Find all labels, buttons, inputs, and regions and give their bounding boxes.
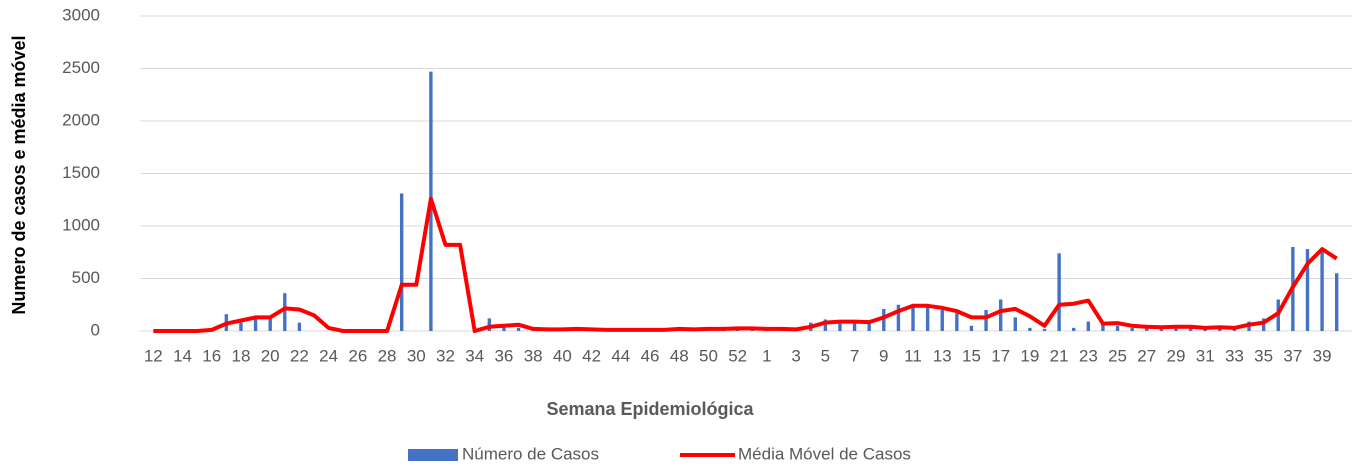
bar [823,319,828,331]
bar [1320,251,1324,331]
bar [516,327,521,331]
x-tick-label: 16 [202,346,221,365]
bar [1086,321,1091,331]
x-tick-label: 27 [1137,346,1156,365]
bar [1159,327,1164,331]
y-tick-label: 0 [91,320,100,339]
x-tick-label: 35 [1254,346,1273,365]
x-tick-label: 48 [670,346,689,365]
x-tick-label: 29 [1167,346,1186,365]
x-tick-label: 5 [821,346,830,365]
bar [1013,317,1017,331]
x-tick-label: 25 [1108,346,1127,365]
bar [1305,249,1310,331]
bar [487,318,492,331]
x-tick-label: 12 [144,346,163,365]
y-tick-label: 1500 [62,163,100,182]
x-tick-label: 22 [290,346,309,365]
x-tick-label: 1 [762,346,771,365]
bar [969,325,974,331]
y-tick-label: 2500 [62,58,100,77]
bar [297,322,302,331]
x-tick-label: 19 [1020,346,1039,365]
x-tick-label: 21 [1050,346,1069,365]
bar [239,322,243,331]
legend-swatch [408,449,458,461]
x-tick-label: 26 [348,346,367,365]
x-tick-label: 40 [553,346,572,365]
x-tick-label: 24 [319,346,338,365]
y-tick-label: 3000 [62,5,100,24]
x-tick-label: 28 [378,346,397,365]
bar [1188,327,1193,331]
x-tick-label: 13 [933,346,952,365]
bar [867,322,871,331]
x-tick-label: 39 [1313,346,1332,365]
bar [1334,273,1339,331]
x-tick-label: 36 [494,346,513,365]
bar [1218,327,1222,331]
x-tick-label: 15 [962,346,981,365]
bar [1101,322,1105,331]
bar [896,304,901,331]
bar [925,305,930,331]
bar [399,193,404,331]
bar [1042,328,1047,331]
legend-label: Número de Casos [462,444,599,463]
bar [1115,325,1120,331]
bar [283,293,287,331]
x-tick-label: 46 [641,346,660,365]
bar [852,321,857,331]
x-tick-label: 32 [436,346,455,365]
bar [253,318,258,331]
x-tick-label: 3 [791,346,800,365]
bar [984,310,988,331]
bar [882,308,886,331]
x-tick-label: 33 [1225,346,1244,365]
bar [1057,253,1061,331]
bar [1130,327,1134,331]
x-axis-title: Semana Epidemiológica [546,399,754,419]
x-tick-label: 7 [850,346,859,365]
line [153,196,1338,333]
y-tick-label: 1000 [62,215,100,234]
bar [940,310,944,331]
y-axis-title: Numero de casos e média móvel [9,35,29,314]
x-tick-label: 20 [261,346,280,365]
bar [1072,327,1076,331]
y-tick-label: 500 [72,268,100,287]
bar [1261,318,1266,331]
x-tick-label: 23 [1079,346,1098,365]
bar [268,317,272,331]
x-tick-label: 30 [407,346,426,365]
bar [955,313,959,331]
x-tick-label: 17 [991,346,1010,365]
x-tick-label: 34 [465,346,484,365]
bar [838,321,842,331]
bar [1174,326,1178,331]
bar [998,299,1003,331]
bar [911,305,915,331]
legend-label: Média Móvel de Casos [738,444,911,463]
x-tick-label: 31 [1196,346,1215,365]
bar [1028,327,1032,331]
x-tick-label: 50 [699,346,718,365]
x-tick-label: 11 [904,346,922,365]
x-tick-label: 9 [879,346,888,365]
x-tick-label: 14 [173,346,192,365]
bar [502,326,506,331]
x-tick-label: 42 [582,346,601,365]
y-tick-label: 2000 [62,110,100,129]
x-tick-label: 37 [1283,346,1302,365]
x-tick-label: 44 [611,346,630,365]
x-tick-label: 18 [232,346,251,365]
bar [1145,327,1149,331]
x-tick-label: 38 [524,346,543,365]
x-tick-label: 52 [728,346,747,365]
